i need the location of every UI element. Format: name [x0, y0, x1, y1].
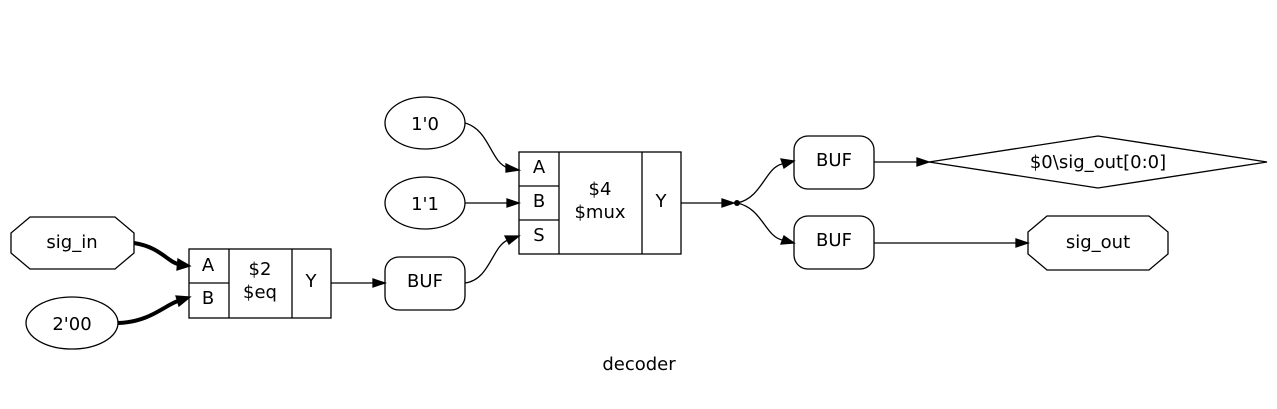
- const-1b1: 1'1: [384, 176, 466, 230]
- buffer-2: BUF: [793, 135, 875, 190]
- cell-mux-type: $mux: [574, 202, 625, 223]
- wire-buf1-arrowhead: [503, 235, 521, 246]
- wire-buf3-arrowhead: [780, 234, 796, 245]
- cell-eq-type: $eq: [243, 282, 277, 303]
- buffer-3: BUF: [793, 215, 875, 270]
- const-1b1-label: 1'1: [411, 194, 439, 215]
- buffer-3-label: BUF: [816, 230, 852, 251]
- const-1b0: 1'0: [384, 96, 466, 150]
- cell-eq-port-a: A: [202, 255, 215, 276]
- buffer-2-label: BUF: [816, 150, 852, 171]
- wire-buf1-to-mux-s: [464, 239, 509, 284]
- wire-junction-to-buf2: [736, 163, 783, 204]
- cell-mux-id: $4: [589, 179, 612, 200]
- wire-reg-arrowhead: [916, 157, 932, 167]
- wire-2b00-to-eq-b: [117, 299, 179, 325]
- cell-mux: A B S $4 $mux Y: [518, 151, 682, 255]
- wire-sig-in-arrowhead: [176, 257, 192, 271]
- port-sig-in-label: sig_in: [46, 232, 97, 253]
- cell-mux-port-y: Y: [655, 191, 668, 212]
- wire-junction-to-buf3: [736, 202, 783, 241]
- cell-mux-port-a: A: [533, 157, 546, 178]
- wire-1b0-to-mux-a: [464, 122, 509, 169]
- wire-1b1-arrowhead: [506, 198, 522, 208]
- const-2b00-label: 2'00: [52, 314, 91, 335]
- wire-buf2-arrowhead: [780, 158, 796, 170]
- port-sig-out: sig_out: [1027, 215, 1169, 271]
- wire-2b00-arrowhead: [175, 295, 192, 308]
- diagram-title: decoder: [602, 354, 676, 375]
- signal-sig-out-reg-label: $0\sig_out[0:0]: [1030, 152, 1166, 173]
- wire-1b0-arrowhead: [505, 162, 522, 173]
- cell-eq-port-b: B: [202, 288, 214, 309]
- cell-eq-port-y: Y: [305, 271, 318, 292]
- buffer-1-label: BUF: [407, 271, 443, 292]
- wire-sig-out-arrowhead: [1015, 238, 1031, 248]
- wire-eq-y-arrowhead: [372, 278, 388, 288]
- const-1b0-label: 1'0: [411, 114, 439, 135]
- const-2b00: 2'00: [25, 296, 119, 350]
- port-sig-in: sig_in: [10, 216, 135, 270]
- cell-mux-port-b: B: [533, 191, 545, 212]
- cell-eq-id: $2: [249, 259, 272, 280]
- wire-mux-y-arrowhead: [721, 198, 737, 208]
- cell-eq: A B $2 $eq Y: [188, 248, 332, 319]
- port-sig-out-label: sig_out: [1066, 232, 1130, 253]
- buffer-1: BUF: [384, 256, 466, 311]
- cell-mux-port-s: S: [533, 225, 544, 246]
- signal-sig-out-reg: $0\sig_out[0:0]: [928, 135, 1268, 189]
- wire-sig-in-to-eq-a: [133, 241, 179, 266]
